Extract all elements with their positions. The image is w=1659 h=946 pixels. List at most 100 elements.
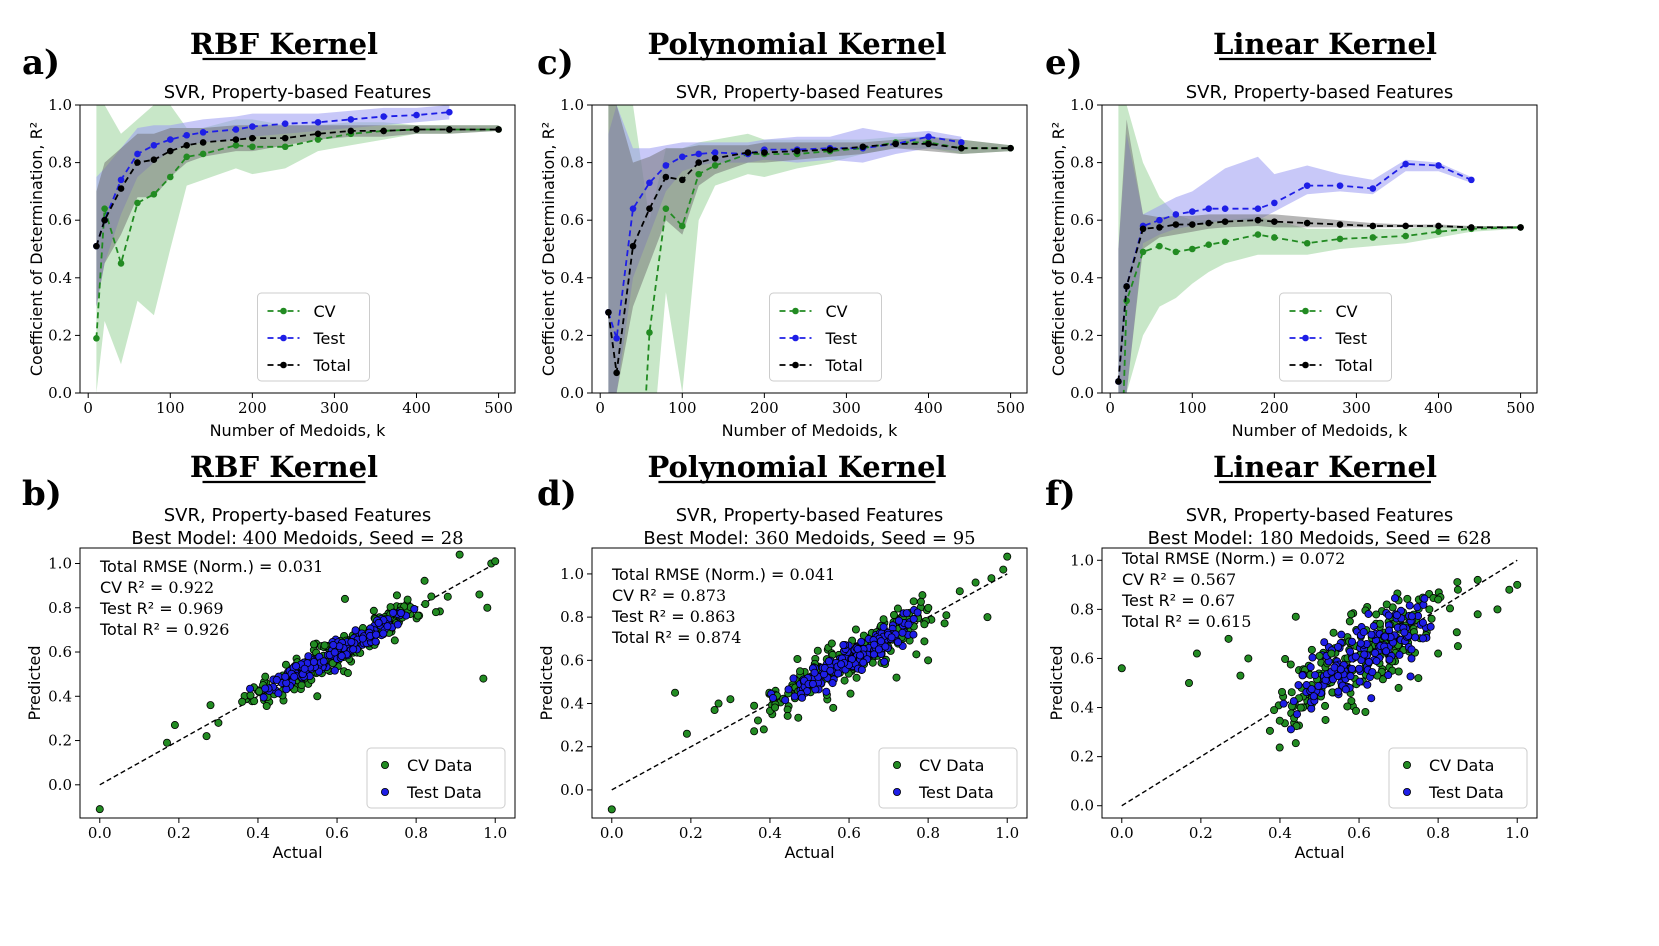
- test-data-point: [1337, 630, 1346, 639]
- stats-value: 0.922: [168, 578, 214, 597]
- test-data-point: [1418, 618, 1427, 627]
- stats-line: Total RMSE (Norm.) = 0.031: [99, 557, 323, 576]
- test-data-point: [769, 694, 778, 703]
- kernel-heading: RBF Kernel: [190, 27, 378, 61]
- test-data-point: [1384, 671, 1393, 680]
- x-tick-label: 0.8: [916, 824, 940, 842]
- x-axis-label: Actual: [784, 843, 834, 862]
- total-point: [958, 144, 965, 152]
- test-point: [1303, 182, 1311, 189]
- test-point: [1402, 160, 1409, 168]
- test-point: [281, 120, 289, 128]
- cv-data-point: [1394, 667, 1403, 676]
- test-point: [629, 205, 637, 212]
- total-point: [1369, 222, 1377, 230]
- cv-data-point: [1505, 585, 1514, 594]
- x-tick-label: 500: [484, 399, 513, 417]
- total-point: [859, 143, 867, 151]
- y-tick-label: 0.2: [48, 732, 72, 750]
- x-tick-label: 1.0: [1505, 824, 1529, 842]
- test-point: [134, 150, 141, 158]
- test-data-point: [1311, 671, 1320, 680]
- stats-line: Test R² = 0.863: [611, 607, 736, 626]
- cv-data-point: [369, 606, 378, 615]
- cv-point: [1369, 234, 1377, 241]
- scatter-chart: 0.0 0.2 0.4 0.6 0.8 1.0 0.0 0.2 0.4 0.6 0.8 1.0 SVR,…: [537, 505, 1028, 862]
- test-data-point: [1307, 685, 1316, 694]
- cv-point: [93, 334, 100, 342]
- legend-total-marker: [1302, 361, 1309, 369]
- cv-point: [134, 199, 141, 207]
- total-point: [232, 136, 240, 143]
- line-chart: 0 100 200 300 400 500 0.0 0.2 0.4 0.6 0.8 1.0 SVR, P…: [539, 82, 1028, 440]
- y-tick-label: 0.4: [560, 269, 584, 287]
- test-data-point: [898, 628, 907, 637]
- cv-data-point: [1361, 707, 1370, 716]
- cv-point: [1123, 297, 1130, 305]
- x-tick-label: 1.0: [483, 824, 507, 842]
- test-data-point: [383, 622, 392, 631]
- test-data-point: [1355, 677, 1364, 686]
- test-data-point: [894, 616, 903, 625]
- total-point: [744, 149, 752, 156]
- total-point: [826, 146, 834, 153]
- cv-data-point: [1327, 649, 1336, 658]
- cv-data-point: [868, 658, 877, 667]
- test-data-point: [1382, 647, 1391, 656]
- total-point: [629, 242, 637, 250]
- test-data-point: [887, 633, 896, 642]
- y-tick-label: 0.0: [560, 781, 584, 799]
- test-data-point: [261, 684, 270, 693]
- x-tick-label: 300: [832, 399, 861, 417]
- total-point: [892, 140, 899, 148]
- test-data-point: [1348, 637, 1357, 646]
- total-point: [150, 156, 158, 164]
- test-data-point: [1367, 630, 1376, 639]
- test-point: [150, 142, 158, 149]
- best-model-subtitle: Best Model: 180 Medoids, Seed = 628: [1148, 528, 1492, 549]
- test-data-point: [304, 652, 313, 661]
- y-tick-label: 1.0: [1070, 96, 1094, 114]
- cv-data-point: [413, 611, 422, 620]
- x-tick-label: 100: [668, 399, 697, 417]
- legend-test-label: Test Data: [1428, 783, 1504, 802]
- panel-letter: f): [1045, 474, 1076, 514]
- test-point: [1271, 199, 1278, 207]
- stats-label: Total RMSE (Norm.) =: [99, 557, 278, 576]
- legend-total-marker: [792, 361, 799, 369]
- total-point: [1221, 218, 1229, 225]
- cv-data-point: [483, 603, 492, 612]
- cv-point: [711, 162, 719, 169]
- test-data-point: [784, 685, 793, 694]
- test-data-point: [329, 640, 338, 649]
- total-point: [1402, 222, 1409, 230]
- subtitle-text: Medoids, Seed =: [277, 528, 441, 549]
- legend-total-label: Total: [313, 356, 351, 375]
- x-tick-label: 0.8: [404, 824, 428, 842]
- stats-label: CV R² =: [1122, 570, 1190, 589]
- kernel-heading: Linear Kernel: [1213, 450, 1437, 484]
- legend-total-marker: [280, 361, 287, 369]
- total-point: [1271, 218, 1278, 225]
- cv-data-point: [840, 676, 849, 685]
- cv-data-point: [343, 669, 352, 678]
- cv-data-point: [479, 674, 488, 683]
- cv-data-point: [1291, 739, 1300, 748]
- cv-data-point: [1117, 664, 1126, 673]
- cv-data-point: [1291, 612, 1300, 621]
- chart-title: SVR, Property-based Features: [164, 82, 432, 103]
- legend-test-label: Test: [825, 329, 858, 348]
- stats-label: Test R² =: [1121, 591, 1200, 610]
- cv-data-point: [491, 557, 500, 566]
- test-data-point: [879, 623, 888, 632]
- legend-test-marker: [380, 788, 389, 797]
- legend-cv-label: CV: [314, 302, 336, 321]
- test-data-point: [789, 674, 798, 683]
- x-axis-label: Number of Medoids, k: [1232, 421, 1409, 440]
- stats-line: Total R² = 0.615: [1121, 612, 1251, 631]
- test-data-point: [824, 657, 833, 666]
- cv-data-point: [214, 718, 223, 727]
- cv-data-point: [313, 692, 322, 701]
- x-tick-label: 0.0: [600, 824, 624, 842]
